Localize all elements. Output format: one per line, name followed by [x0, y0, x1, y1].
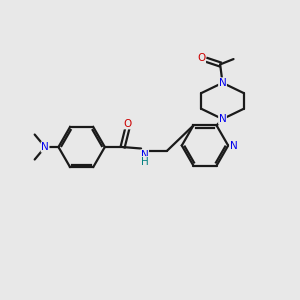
Text: N: N [219, 78, 226, 88]
Text: H: H [141, 157, 148, 166]
Text: N: N [141, 150, 148, 160]
Text: N: N [230, 140, 237, 151]
Text: N: N [41, 142, 49, 152]
Text: O: O [123, 119, 131, 129]
Text: N: N [219, 114, 226, 124]
Text: O: O [197, 53, 206, 64]
